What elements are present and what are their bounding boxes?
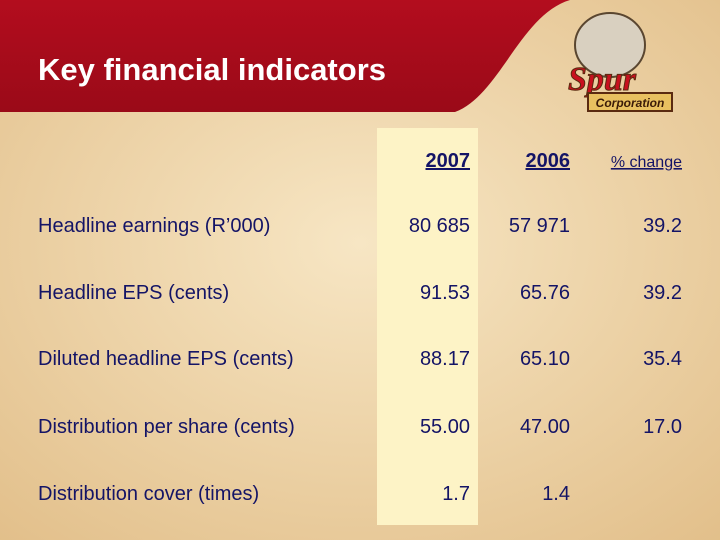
cell-value: 39.2 [643, 282, 682, 304]
logo-subtitle: Corporation [596, 96, 665, 110]
cell-value: 88.17 [420, 348, 470, 370]
row-label: Distribution per share (cents) [38, 416, 295, 438]
cell-value: 80 685 [409, 215, 470, 237]
header-band [0, 0, 570, 112]
row-label: Diluted headline EPS (cents) [38, 348, 294, 370]
table: 2007 2006 % change Headline earnings (R’000… [38, 150, 682, 505]
logo: Spur Corporation [567, 12, 673, 112]
row-label: Headline earnings (R’000) [38, 215, 270, 237]
cell-value: 55.00 [420, 416, 470, 438]
column-header: 2006 [526, 150, 571, 172]
cell-value: 65.76 [520, 282, 570, 304]
highlight-column [377, 128, 478, 525]
logo-emblem [574, 12, 646, 78]
cell-value: 1.4 [542, 483, 570, 505]
cell-value: 1.7 [442, 483, 470, 505]
cell-value: 17.0 [643, 416, 682, 438]
cell-value: 57 971 [509, 215, 570, 237]
cell-value: 39.2 [643, 215, 682, 237]
title: Key financial indicators [38, 52, 386, 87]
cell-value: 35.4 [643, 348, 682, 370]
row-label: Headline EPS (cents) [38, 282, 229, 304]
logo-box [587, 92, 673, 112]
row-label: Distribution cover (times) [38, 483, 259, 505]
cell-value: 91.53 [420, 282, 470, 304]
column-header: % change [611, 154, 682, 171]
cell-value: 47.00 [520, 416, 570, 438]
column-header: 2007 [426, 150, 471, 172]
cell-value: 65.10 [520, 348, 570, 370]
